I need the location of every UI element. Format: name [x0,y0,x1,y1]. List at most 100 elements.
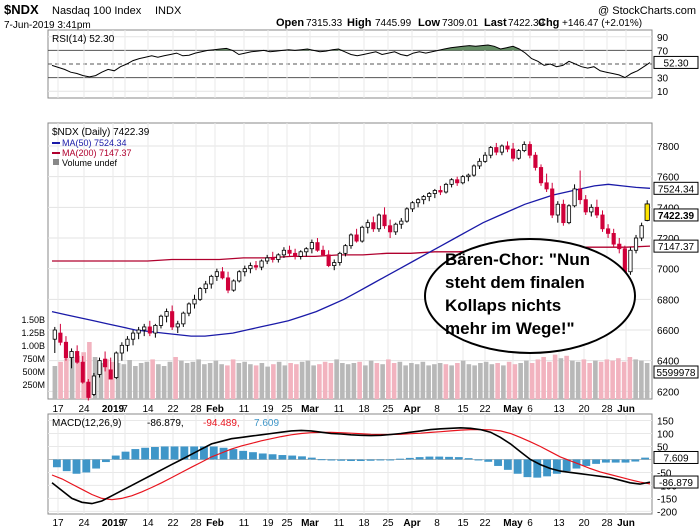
macd-value-line: -86.879, [147,418,184,429]
candle-body [393,223,398,233]
candle-body [125,338,130,346]
candle-body [209,275,214,285]
last-label: Last [484,17,507,29]
macd-histogram-bar [445,456,453,460]
volume-bar [501,365,506,399]
bubble-line-3: Kollaps nichts [445,296,562,315]
speech-bubble-text: Bären-Chor: "Nun steht dem finalen Kolla… [437,248,635,340]
macd-histogram-bar [552,459,561,474]
volume-bar [598,361,604,399]
candle-body [600,214,605,230]
candle-body [483,154,488,162]
chg-value: +146.47 (+2.01%) [562,18,642,29]
rsi-layer [51,44,651,79]
x-axis-label: 15 [457,404,469,415]
volume-bar [616,358,621,399]
candle-body [248,265,253,270]
macd-histogram-bar [523,459,532,478]
macd-histogram-bar [337,459,346,461]
volume-bar [443,364,449,399]
candle-body [538,167,544,184]
x-axis-label-bottom: Feb [206,518,224,529]
volume-bar [294,364,299,399]
volume-bar [547,361,552,399]
macd-histogram-bar [386,459,395,461]
candle-body [63,341,69,358]
macd-histogram-bar [121,451,130,460]
volume-bar [414,364,420,399]
volume-bar [512,364,518,399]
rsi-axis-label: 90 [657,33,669,44]
volume-bar [282,365,288,399]
volume-bar [248,364,253,399]
volume-bar [334,359,339,399]
candle-body [343,245,348,254]
volume-bar [489,364,495,399]
macd-histogram-bar [298,456,306,460]
volume-bar [127,360,132,399]
candle-body [516,150,521,159]
ma200-value-tag: 7147.37 [658,242,695,253]
rsi-axis-label: 30 [657,74,669,85]
macd-histogram-bar [141,447,150,460]
ma50-legend: MA(50) 7524.34 [62,138,127,148]
candle-body [130,332,136,340]
volume-bar [288,363,293,399]
chg-label: Chg [538,17,559,29]
macd-histogram-bar [82,459,91,473]
candle-body [315,242,320,251]
candle-body [287,249,292,254]
volume-bar [253,365,259,399]
x-axis-label-bottom: 7 [122,518,128,529]
macd-histogram-bar [592,459,601,464]
x-axis-label-bottom: 14 [142,518,154,529]
ma200-legend: MA(200) 7147.37 [62,148,132,158]
volume-bar [179,360,184,399]
x-axis-label-bottom: 8 [434,518,440,529]
volume-axis-label: 750M [22,354,45,364]
volume-axis-label: 250M [22,380,45,390]
volume-bar [495,363,500,399]
volume-bar [437,363,443,399]
volume-bar [455,363,460,399]
candle-body [153,324,158,334]
volume-layer [52,342,650,399]
macd-line-tag-box [653,475,699,489]
volume-bar [322,361,328,399]
candle-body [186,303,192,314]
candle-body [415,199,421,204]
volume-bar [225,365,230,399]
volume-bar [52,366,58,399]
candle-body [348,234,354,247]
volume-bar [219,364,224,399]
candle-body [220,271,225,279]
price-axis-label: 7200 [657,234,680,245]
header-date: 7-Jun-2019 3:41pm [4,20,91,31]
x-axis-label: 22 [167,404,179,415]
macd-hist-tag-box [653,450,699,464]
volume-bar [397,361,403,399]
x-axis-label-bottom: 11 [334,518,345,529]
volume-bar [230,359,236,399]
macd-histogram-bar [111,455,120,460]
candle-body [270,257,275,260]
candle-body [455,179,460,184]
candle-body [293,252,298,257]
volume-bar [144,361,150,399]
candle-body [158,315,164,326]
x-axis-label: 14 [142,404,154,415]
bubble-line-4: mehr im Wege!" [445,319,575,338]
candle-body [259,260,264,268]
volume-bar [104,359,109,399]
volume-bar [98,363,104,399]
candle-body [606,228,611,234]
volume-bar [305,360,311,399]
macd-histogram-bar [131,449,140,460]
volume-bar [639,360,644,399]
candle-body [164,311,169,317]
volume-bar [386,359,391,399]
candle-body [86,381,91,398]
axis-labels: 9070503010780076007400720070006800660064… [21,33,679,529]
x-axis-label: 17 [52,404,64,415]
candle-body [332,262,337,266]
